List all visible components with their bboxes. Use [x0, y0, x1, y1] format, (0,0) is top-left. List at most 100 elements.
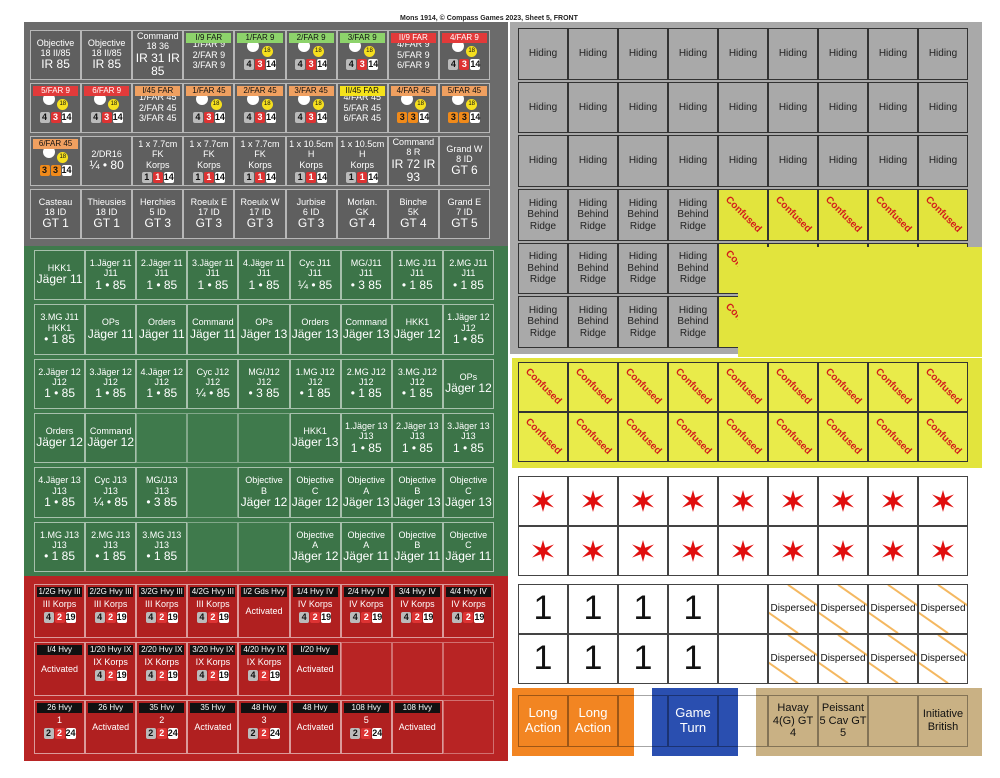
counter-value: Jäger 12 [291, 494, 339, 509]
counter-value: Jäger 13 [393, 494, 441, 509]
counter: 1 x 10.5cm H Korps 1 1 14 [336, 136, 388, 186]
counter-value: 1 • 85 [44, 386, 75, 401]
one-counter: 1 [568, 634, 618, 684]
hiding-ridge-counter: Hiding Behind Ridge [518, 189, 568, 241]
burst-counter [818, 526, 868, 576]
counter-value: 1 • 85 [401, 440, 433, 455]
counter: 1/FAR 45 18 4 3 14 [183, 83, 235, 133]
counter: 1.MG J13 J13 • 1 85 [34, 521, 86, 572]
value-box: 2 [361, 611, 372, 623]
value-box: 1 [243, 172, 254, 184]
counter: 2.Jäger 11 J11 1 • 85 [136, 250, 188, 301]
value-box: 14 [265, 59, 276, 70]
explosion-icon [732, 540, 754, 562]
explosion-icon [582, 540, 604, 562]
counter-value: Jäger 13 [445, 494, 492, 509]
strength-values: 2 2 24 [247, 727, 280, 739]
value-box: 2 [350, 727, 361, 739]
unit-dot-icon [451, 93, 464, 105]
strength-values: 1 1 14 [295, 172, 327, 184]
counter: 2/20 Hvy IX IX Korps 4 2 19 [136, 642, 188, 696]
confused-label: Confused [522, 416, 564, 458]
value-box: 3 [357, 59, 368, 70]
burst-counter [718, 476, 768, 526]
counter: 48 Hvy Activated [289, 700, 341, 754]
explosion-icon [932, 490, 954, 512]
counter: Cyc J12 J12 ¼ • 85 [187, 358, 239, 409]
status-bg [756, 688, 982, 756]
counter-value: • 3 85 [350, 277, 382, 292]
star-icon: 18 [57, 99, 69, 110]
strength-values: 4 3 14 [346, 59, 378, 70]
counter-title: OPs [459, 371, 478, 382]
value-box: 2 [412, 611, 423, 623]
counter-value: • 1 85 [401, 277, 433, 292]
value-box: 14 [470, 59, 481, 70]
counter-tag: 2/2G Hvy III [88, 587, 134, 597]
counter-title: 3.MG J12 [397, 366, 437, 377]
icon-row: 18 [298, 40, 324, 57]
counter-tag: 1/FAR 9 [237, 33, 283, 43]
confused-counter: Confused [718, 412, 768, 462]
star-icon: 18 [210, 99, 222, 110]
counter-title: Objective [449, 529, 488, 540]
value-box: 1 [192, 172, 203, 184]
counter-value: ¼ • 85 [93, 494, 128, 509]
confused-label: Confused [722, 416, 764, 458]
hiding-ridge-counter: Hiding Behind Ridge [618, 189, 668, 241]
counter: 1 x 7.7cm FK Korps 1 1 14 [183, 136, 235, 186]
value-box: 19 [474, 611, 485, 623]
counter: Roeulx W 17 ID GT 3 [234, 189, 286, 239]
counter-title: 1 x 7.7cm FK [240, 138, 280, 160]
counter: Objective C Jäger 12 [289, 467, 341, 518]
counter-title: Casteau [38, 196, 73, 207]
counter-title: Command [137, 30, 179, 41]
counter-sub: J11 [103, 268, 118, 279]
icon-row: 18 [42, 146, 69, 163]
counter: Cyc J11 J11 ¼ • 85 [289, 250, 341, 301]
dispersed-counter: Dispersed [868, 584, 918, 634]
confused-label: Confused [622, 366, 664, 408]
counter-value: GT 3 [246, 216, 274, 231]
counter-sub: J12 [103, 376, 118, 387]
marker-8: Initiative British [918, 695, 968, 747]
confused-label: Confused [872, 416, 914, 458]
icon-row: 18 [42, 93, 69, 110]
counter: MG/J12 J12 • 3 85 [238, 358, 290, 409]
counter: 108 Hvy 5 2 2 24 [340, 700, 392, 754]
counter-sub: 1 [57, 715, 63, 726]
dispersed-counter: Dispersed [818, 584, 868, 634]
one-counter: 1 [518, 634, 568, 684]
counter: Cyc J13 J13 ¼ • 85 [85, 467, 137, 518]
counter-value: Jäger 12 [240, 494, 288, 509]
star-icon: 18 [312, 99, 324, 110]
counter-value: Jäger 12 [445, 381, 492, 396]
counter: Casteau 18 ID GT 1 [30, 189, 82, 239]
counter-title: Orders [301, 317, 329, 328]
counter-sub: B [260, 485, 267, 496]
unit-dot-icon [42, 146, 55, 158]
marker-5: Havay 4(G) GT 4 [768, 695, 818, 747]
strength-values: 4 2 19 [94, 611, 127, 623]
value-box: 2 [258, 727, 269, 739]
counter-sub: J13 [358, 431, 374, 442]
confused-counter: Confused [768, 362, 818, 412]
counter-value: 1 • 85 [452, 440, 484, 455]
burst-counter [768, 526, 818, 576]
counter-title: Objective [296, 529, 334, 540]
value-box: 3 [408, 112, 419, 123]
marker-7 [868, 695, 918, 747]
counter-sub: J11 [461, 268, 476, 279]
hiding-counter: Hiding [868, 81, 918, 134]
value-box: 14 [265, 112, 276, 123]
counter-title: 4.Jäger 11 [243, 257, 285, 268]
confused-label: Confused [822, 194, 864, 235]
counter: 35 Hvy 2 2 2 24 [136, 700, 188, 754]
hiding-ridge-counter: Hiding Behind Ridge [568, 296, 618, 348]
counter: 4.Jäger 12 J12 1 • 85 [136, 358, 188, 409]
strength-values: 1 1 14 [141, 172, 174, 184]
counter: 4/20 Hvy IX IX Korps 4 2 19 [238, 642, 290, 696]
counter-value: • 1 85 [95, 549, 127, 564]
value-box: 3 [306, 112, 317, 123]
